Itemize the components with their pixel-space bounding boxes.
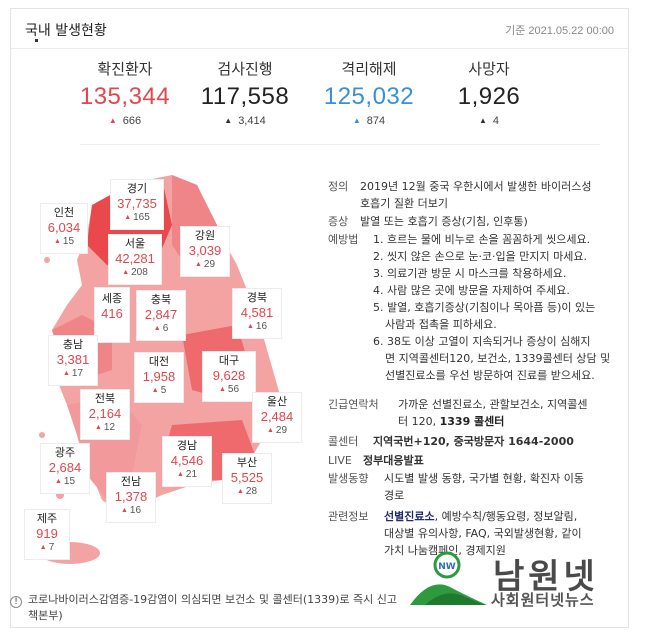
footer-text: 코로나바이러스감염증-19감염이 의심되면 보건소 및 콜센터(1339)로 즉… [28,593,398,606]
emergency-text: 가까운 선별진료소, 관할보건소, 지역콜센 터 120, 1339 콜센터 [398,398,588,428]
panel-header: 국내 발생현황 기준 2021.05.22 00:00 [11,9,628,49]
region-chungnam[interactable]: 충남 3,381 ▲ 17 [48,335,98,386]
up-arrow-icon: ▲ [478,116,487,125]
list-item: 4. 사람 많은 곳에 방문을 자제하여 주세요. [373,284,570,297]
list-item: 5. 발열, 호흡기증상(기침이나 목아픔 등)이 있는 [373,301,596,314]
region-gangwon[interactable]: 강원 3,039 ▲ 29 [180,226,230,277]
region-sejong[interactable]: 세종 416 [94,287,130,343]
stat-value: 117,558 [200,83,290,110]
live-briefing-link[interactable]: 정부대응발표 [363,454,424,467]
stat-label: 사망자 [468,60,510,78]
watermark-logo: NW 남원넷 사회원터넷뉴스 [405,545,635,615]
definition-more-link[interactable]: 호흡기 질환 더보기 [360,197,448,210]
stat-delta: ▲ 874 [352,115,386,127]
footer-text-2: 책본부) [28,609,63,622]
stat-confirmed[interactable]: 확진환자 135,344 ▲ 666 [60,58,190,127]
list-item: 2. 씻지 않은 손으로 눈·코·입을 만지지 마세요. [373,250,588,263]
up-arrow-icon: ▲ [224,116,233,125]
page-title: 국내 발생현황 [25,23,107,39]
list-item: 선별진료소를 우선 방문하여 진료를 받으세요. [385,369,595,382]
stat-delta: ▲ 666 [108,115,142,127]
region-busan[interactable]: 부산 5,525 ▲ 28 [222,453,272,504]
list-item: 사람과 접촉을 피하세요. [385,318,497,331]
list-item: 면 지역콜센터120, 보건소, 1339콜센터 상담 및 [385,352,611,365]
region-daejeon[interactable]: 대전 1,958 ▲ 5 [134,352,184,403]
korea-map: 인천 6,034 ▲ 15 경기 37,735 ▲ 165 서울 42,281 ▲ 2… [22,165,312,575]
screening-clinic-link: 선별진료소 [384,510,435,523]
reference-date: 기준 2021.05.22 00:00 [505,25,614,37]
stat-delta: ▲ 4 [478,115,500,127]
region-ulsan[interactable]: 울산 2,484 ▲ 29 [252,392,302,443]
related-links[interactable]: 선별진료소, 예방수칙/행동요령, 정보알림, 대상별 유의사항, FAQ, 국… [384,510,582,557]
cursor-dot [35,39,38,42]
prevention-list: 1. 흐르는 물에 비누로 손을 꼼꼼하게 씻으세요. 2. 씻지 않은 손으로… [373,231,628,384]
list-item: 3. 의료기관 방문 시 마스크를 착용하세요. [373,267,567,280]
region-jeju[interactable]: 제주 919 ▲ 7 [24,509,70,560]
stat-deaths[interactable]: 사망자 1,926 ▲ 4 [424,58,554,127]
footer-notice: ! 코로나바이러스감염증-19감염이 의심되면 보건소 및 콜센터(1339)로 … [10,592,629,624]
region-jeonnam[interactable]: 전남 1,378 ▲ 16 [106,472,156,523]
stat-delta: ▲ 3,414 [224,115,266,127]
trend-links[interactable]: 시도별 발생 동향, 국가별 현황, 확진자 이동 경로 [384,472,585,502]
divider [80,144,600,145]
region-gwangju[interactable]: 광주 2,684 ▲ 15 [40,443,90,494]
stat-value: 135,344 [79,83,171,110]
region-incheon[interactable]: 인천 6,034 ▲ 15 [40,203,88,254]
stat-released[interactable]: 격리해제 125,032 ▲ 874 [304,58,434,127]
svg-text:NW: NW [438,562,456,572]
watermark-subtitle: 사회원터넷뉴스 [491,591,595,609]
region-jeonbuk[interactable]: 전북 2,164 ▲ 12 [80,389,130,440]
up-arrow-icon: ▲ [352,116,361,125]
stat-value: 125,032 [323,83,415,110]
region-gyeongnam[interactable]: 경남 4,546 ▲ 21 [162,436,212,487]
region-chungbuk[interactable]: 충북 2,847 ▲ 6 [136,290,186,341]
watermark-title: 남원넷 [493,557,599,597]
stat-label: 격리해제 [341,60,397,78]
emergency-1339-link[interactable]: 1339 콜센터 [439,415,505,428]
stats-summary: 확진환자 135,344 ▲ 666 검사진행 117,558 ▲ 3,414 격리… [60,58,580,138]
stat-label: 검사진행 [217,60,273,78]
warning-icon: ! [10,596,22,608]
region-seoul[interactable]: 서울 42,281 ▲ 208 [108,234,162,285]
namwon-logo-icon: NW [410,551,487,605]
region-daegu[interactable]: 대구 9,628 ▲ 56 [202,351,256,402]
list-item: 1. 흐르는 물에 비누로 손을 꼼꼼하게 씻으세요. [373,233,591,246]
stat-label: 확진환자 [97,60,153,78]
stat-value: 1,926 [457,83,521,110]
stat-testing[interactable]: 검사진행 117,558 ▲ 3,414 [180,58,310,127]
list-item: 6. 38도 이상 고열이 지속되거나 증상이 심해지 [373,335,591,348]
region-gyeongbuk[interactable]: 경북 4,581 ▲ 16 [232,288,282,339]
up-arrow-icon: ▲ [108,116,117,125]
region-gyeonggi[interactable]: 경기 37,735 ▲ 165 [110,179,164,230]
